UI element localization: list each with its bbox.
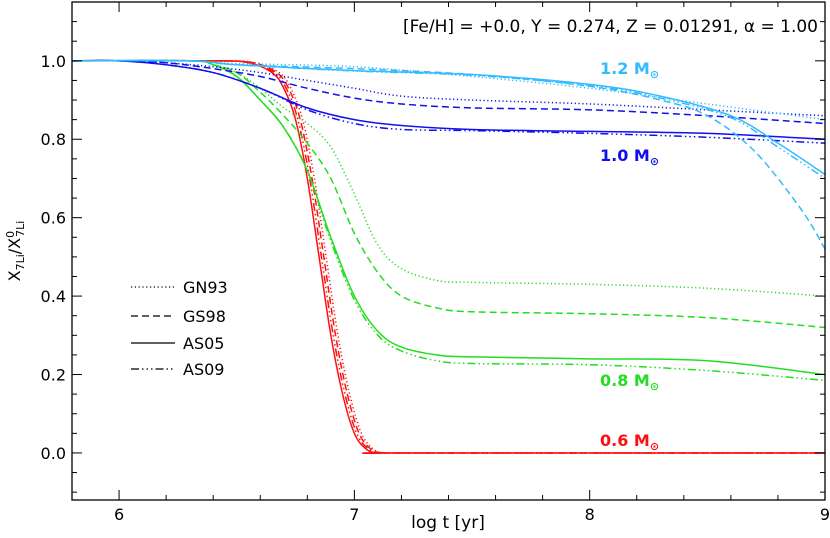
y-tick-label: 0.8 <box>41 130 66 149</box>
y-tick-label: 1.0 <box>41 52 66 71</box>
series-0.8-msun-as09 <box>72 59 825 382</box>
y-tick-label: 0.6 <box>41 209 66 228</box>
x-tick-label: 7 <box>349 505 359 524</box>
series-0.6-msun-as09 <box>72 59 825 454</box>
mass-labels: 1.2 M⊙ 1.0 M⊙ 0.8 M⊙ 0.6 M⊙ <box>600 59 659 453</box>
series-0.6-msun-as05 <box>72 59 825 454</box>
mass-label: 0.6 M⊙ <box>600 431 659 453</box>
series-1.0-msun-gs98 <box>72 59 825 125</box>
series-1.0-msun-gn93 <box>72 59 825 117</box>
x-axis-label: log t [yr] <box>411 513 485 533</box>
series-layer <box>72 59 825 454</box>
x-tick-label: 8 <box>585 505 595 524</box>
mass-label: 1.0 M⊙ <box>600 146 659 168</box>
mass-label: 1.2 M⊙ <box>600 59 659 81</box>
y-axis-label: X7Li/X07Li <box>4 221 27 282</box>
y-tick-label: 0.2 <box>41 366 66 385</box>
legend: GN93 GS98 AS05 AS09 <box>131 278 228 379</box>
y-tick-label: 0.0 <box>41 444 66 463</box>
ticks-layer: 6 7 8 9 0.0 0.2 0.4 0.6 0.8 1.0 <box>41 2 830 524</box>
series-1.0-msun-as09 <box>72 59 825 144</box>
series-1.2-msun-as09 <box>72 59 825 180</box>
series-1.2-msun-gs98 <box>72 59 825 250</box>
x-tick-label: 9 <box>820 505 830 524</box>
x-tick-label: 6 <box>114 505 124 524</box>
series-1.2-msun-gn93 <box>72 59 825 121</box>
legend-label-gs98: GS98 <box>183 307 226 326</box>
plot-frame <box>71 1 826 501</box>
series-0.6-msun-gn93 <box>72 59 825 454</box>
y-tick-label: 0.4 <box>41 287 66 306</box>
chart-title: [Fe/H] = +0.0, Y = 0.274, Z = 0.01291, α… <box>403 17 818 37</box>
series-0.8-msun-gs98 <box>72 59 825 329</box>
mass-label: 0.8 M⊙ <box>600 371 659 393</box>
series-0.6-msun-gs98 <box>72 59 825 454</box>
series-1.2-msun-as05 <box>72 59 825 176</box>
legend-label-gn93: GN93 <box>183 278 228 297</box>
series-0.8-msun-gn93 <box>72 59 825 297</box>
legend-label-as05: AS05 <box>183 334 224 353</box>
legend-label-as09: AS09 <box>183 360 224 379</box>
